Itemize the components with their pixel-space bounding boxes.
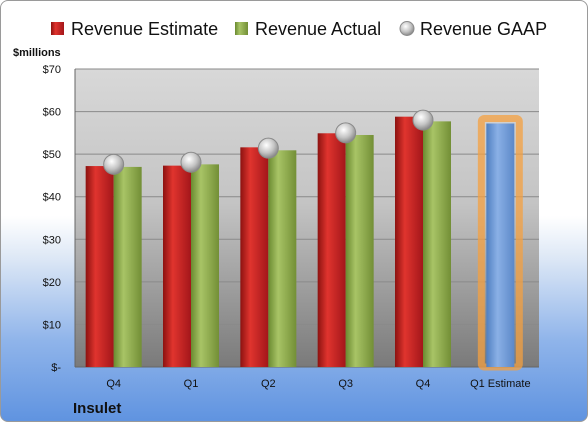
bar-q1-estimate (486, 123, 515, 368)
bar-revenue-actual (191, 164, 219, 367)
bar-revenue-estimate (163, 165, 191, 367)
x-tick-label: Q2 (261, 378, 276, 390)
legend-swatch (235, 22, 248, 35)
marker-revenue-gaap (103, 153, 125, 175)
legend-label: Revenue GAAP (420, 19, 547, 39)
bar-revenue-actual (423, 121, 451, 367)
y-tick-label: $20 (43, 277, 61, 289)
legend-label: Revenue Actual (255, 19, 381, 39)
x-tick-label: Q1 (184, 378, 199, 390)
legend-swatch (51, 22, 64, 35)
x-tick-label: Q3 (338, 378, 353, 390)
y-tick-label: $50 (43, 149, 61, 161)
bar-revenue-estimate (85, 166, 114, 367)
y-tick-label: $60 (43, 107, 61, 119)
company-name: Insulet (73, 400, 121, 417)
y-tick-label: $10 (43, 319, 61, 331)
x-tick-label: Q4 (106, 378, 121, 390)
marker-revenue-gaap (412, 109, 434, 131)
legend-swatch (399, 21, 415, 36)
bar-revenue-actual (268, 150, 297, 367)
marker-revenue-gaap (180, 151, 202, 173)
x-tick-label: Q1 Estimate (470, 378, 531, 390)
plot-area (75, 69, 539, 367)
y-tick-label: $40 (43, 192, 61, 204)
bar-revenue-estimate (317, 133, 346, 367)
bar-revenue-estimate (240, 147, 269, 367)
marker-revenue-gaap (257, 137, 279, 159)
x-tick-label: Q4 (416, 378, 431, 390)
bar-revenue-actual (345, 134, 374, 367)
units-label: $millions (13, 47, 61, 59)
bar-revenue-estimate (395, 116, 423, 368)
bar-revenue-actual (113, 166, 142, 367)
marker-revenue-gaap (335, 122, 357, 144)
legend-label: Revenue Estimate (71, 19, 218, 39)
y-tick-label: $70 (43, 64, 61, 76)
y-tick-label: $- (51, 362, 61, 374)
y-tick-label: $30 (43, 234, 61, 246)
